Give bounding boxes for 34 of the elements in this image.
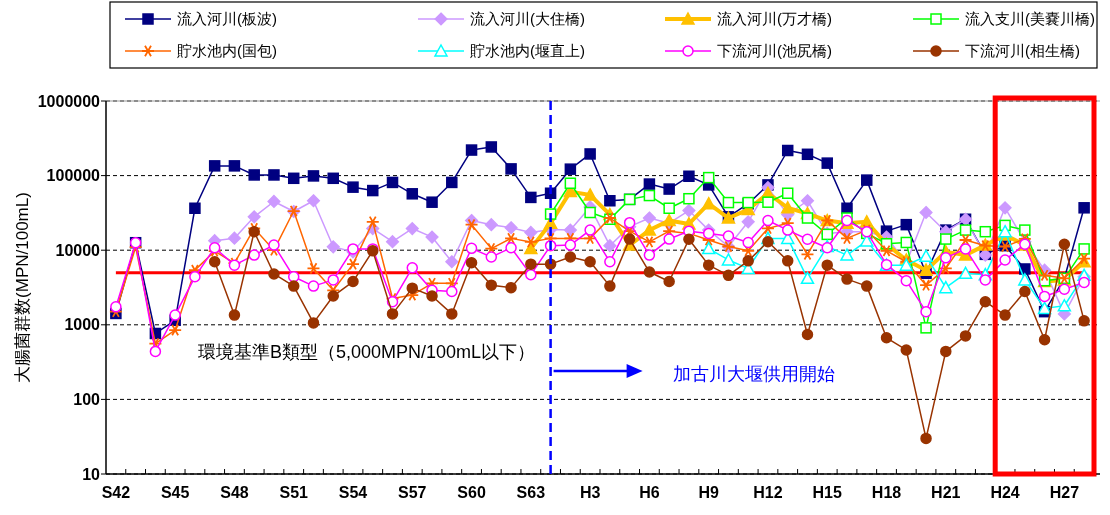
- legend-label: 下流河川(相生橋): [965, 42, 1080, 60]
- y-tick-label: 1000: [64, 316, 101, 334]
- legend-label: 流入河川(大住橋): [470, 10, 585, 28]
- legend-label: 流入河川(板波): [177, 10, 277, 28]
- x-tick-label: H15: [812, 484, 843, 501]
- x-tick-label: H24: [990, 484, 1020, 501]
- x-tick-label: H21: [931, 484, 961, 501]
- legend-label: 貯水池内(国包): [177, 42, 277, 60]
- x-tick-label: S63: [516, 484, 546, 501]
- y-tick-label: 100000: [46, 167, 101, 185]
- x-tick-label: H18: [871, 484, 902, 501]
- legend-label: 流入河川(万才橋): [717, 10, 832, 28]
- y-tick-label: 10: [82, 465, 101, 483]
- x-tick-label: S45: [160, 484, 190, 501]
- x-tick-label: S42: [101, 484, 131, 501]
- x-tick-label: H27: [1049, 484, 1080, 501]
- y-tick-label: 1000000: [37, 92, 101, 110]
- y-tick-label: 100: [73, 391, 101, 408]
- legend-label: 流入支川(美嚢川橋): [965, 10, 1095, 28]
- legend-label: 貯水池内(堰直上): [470, 42, 585, 60]
- annotation: 加古川大堰供用開始: [672, 364, 835, 384]
- annotation: 環境基準B類型（5,000MPN/100mL以下）: [198, 342, 536, 362]
- y-tick-label: 10000: [55, 241, 101, 259]
- x-tick-label: H9: [698, 484, 720, 501]
- x-tick-label: H12: [753, 484, 783, 501]
- legend-label: 下流河川(池尻橋): [717, 42, 832, 60]
- x-tick-label: S57: [398, 484, 427, 501]
- x-tick-label: S51: [279, 484, 309, 501]
- x-tick-label: S48: [220, 484, 249, 501]
- x-tick-label: S60: [457, 484, 486, 501]
- y-axis-title: 大腸菌群数(MPN/100mL): [12, 192, 32, 383]
- x-tick-label: H6: [639, 484, 660, 501]
- x-tick-label: S54: [338, 484, 368, 501]
- x-tick-label: H3: [579, 484, 601, 501]
